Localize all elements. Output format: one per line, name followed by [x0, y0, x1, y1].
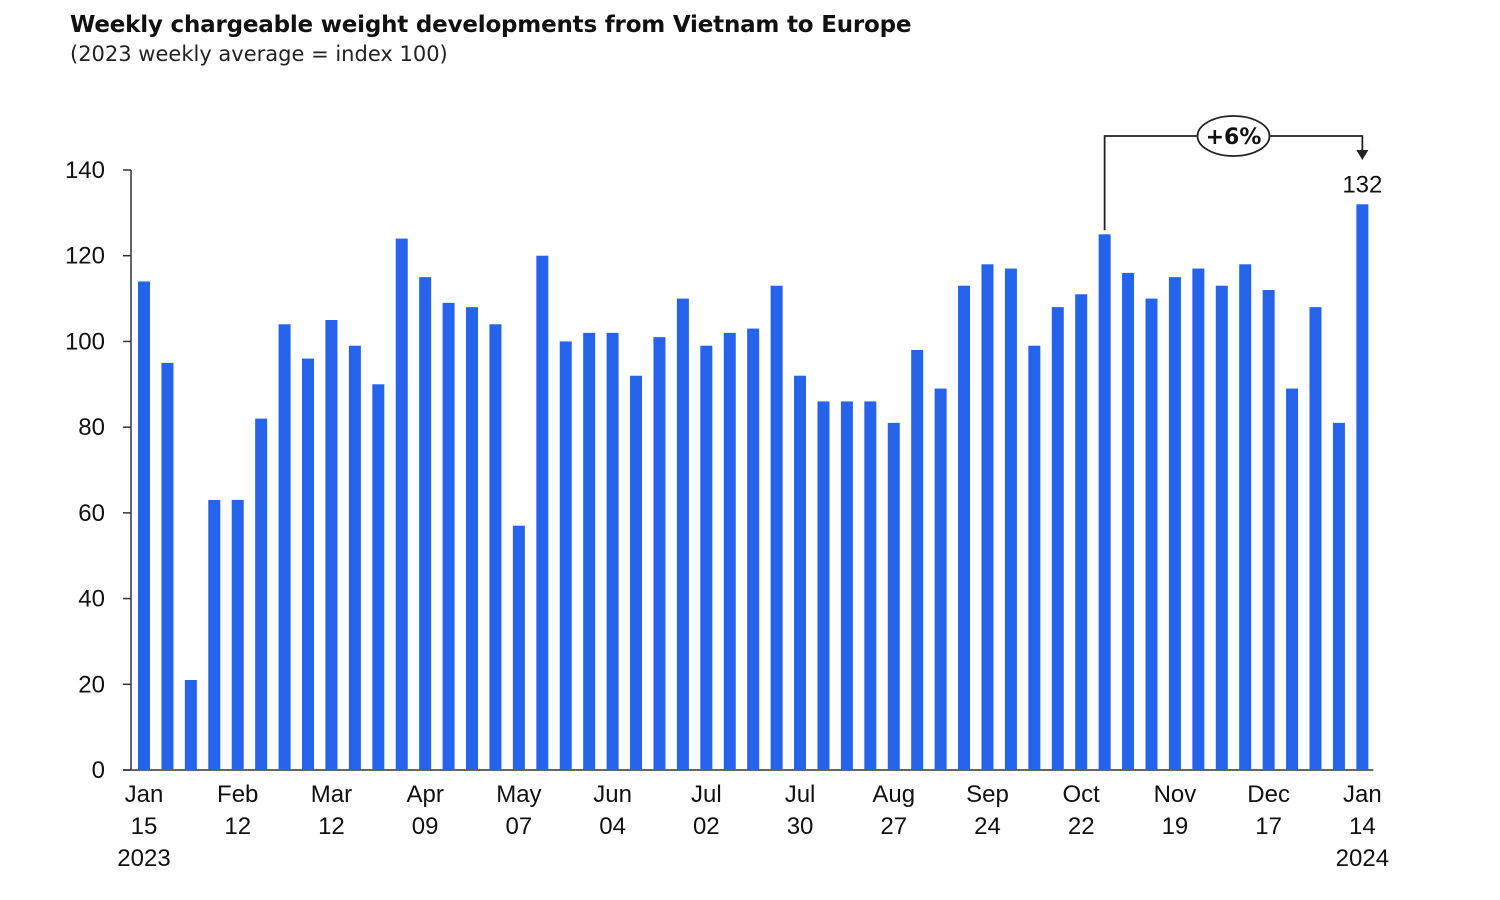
bar: [1309, 307, 1322, 770]
bar: [466, 307, 479, 770]
x-tick-label: 15: [131, 813, 158, 840]
annotation-label: +6%: [1206, 125, 1262, 150]
x-tick-label: Jul: [691, 781, 722, 808]
x-tick-label: 07: [506, 813, 533, 840]
bar: [630, 375, 643, 770]
bar: [559, 341, 572, 770]
y-tick-label: 80: [78, 414, 105, 441]
bar: [325, 320, 338, 770]
bar: [255, 418, 268, 770]
x-tick-label: 14: [1349, 813, 1376, 840]
bar: [208, 500, 221, 770]
bar: [1145, 298, 1158, 770]
chart-title: Weekly chargeable weight developments fr…: [70, 12, 912, 38]
bar: [981, 264, 994, 770]
bar: [676, 298, 689, 770]
bar: [911, 350, 924, 770]
chart-subtitle: (2023 weekly average = index 100): [70, 42, 448, 66]
bar: [583, 332, 596, 770]
bar: [958, 285, 971, 770]
bar: [606, 332, 619, 770]
bar: [1262, 290, 1275, 770]
y-tick-label: 120: [65, 243, 105, 270]
y-tick-label: 20: [78, 671, 105, 698]
bar: [817, 401, 830, 770]
x-tick-label: 17: [1255, 813, 1282, 840]
bar: [419, 277, 432, 770]
bar: [887, 422, 900, 770]
x-tick-label: Jul: [785, 781, 816, 808]
bar: [1332, 422, 1345, 770]
bar: [372, 384, 385, 770]
annotation-arrowhead: [1356, 150, 1369, 160]
x-tick-label: 09: [412, 813, 439, 840]
x-tick-label: 24: [974, 813, 1001, 840]
x-tick-label: 04: [599, 813, 626, 840]
bar: [536, 255, 549, 770]
bar: [489, 324, 502, 770]
x-tick-label: 27: [880, 813, 907, 840]
bar: [1004, 268, 1017, 770]
bar: [395, 238, 408, 771]
x-tick-label: 19: [1162, 813, 1189, 840]
bar: [770, 285, 783, 770]
x-tick-label: 22: [1068, 813, 1095, 840]
bar: [1239, 264, 1252, 770]
bar: [442, 302, 455, 770]
x-tick-label: 12: [224, 813, 251, 840]
y-tick-label: 0: [92, 757, 105, 784]
x-tick-label: 02: [693, 813, 720, 840]
x-tick-label: 2023: [117, 845, 170, 872]
x-tick-label: Dec: [1247, 781, 1290, 808]
bar: [747, 328, 760, 770]
x-tick-label: Feb: [217, 781, 258, 808]
x-tick-label: 12: [318, 813, 345, 840]
bar: [1051, 307, 1064, 770]
bar: [1122, 272, 1135, 770]
y-tick-label: 100: [65, 328, 105, 355]
x-tick-label: Jan: [125, 781, 164, 808]
bar: [723, 332, 736, 770]
data-label: 132: [1342, 171, 1382, 198]
bar: [1286, 388, 1299, 770]
x-tick-label: Mar: [311, 781, 352, 808]
bar: [348, 345, 361, 770]
bar: [864, 401, 877, 770]
x-tick-label: 2024: [1336, 845, 1389, 872]
bar: [700, 345, 713, 770]
bar: [161, 362, 174, 770]
x-tick-label: May: [496, 781, 541, 808]
x-tick-label: Aug: [872, 781, 915, 808]
bar: [794, 375, 807, 770]
bar: [1356, 204, 1369, 771]
y-tick-label: 60: [78, 500, 105, 527]
bar: [1215, 285, 1228, 770]
bar: [278, 324, 291, 770]
x-tick-label: Jan: [1343, 781, 1382, 808]
x-tick-label: Jun: [593, 781, 632, 808]
bar: [1028, 345, 1041, 770]
x-tick-label: 30: [787, 813, 814, 840]
x-tick-label: Apr: [406, 781, 443, 808]
y-tick-label: 140: [65, 157, 105, 184]
y-tick-label: 40: [78, 586, 105, 613]
bar: [1168, 277, 1181, 770]
bar: [1075, 294, 1088, 770]
bar: [231, 500, 244, 770]
bar: [184, 680, 197, 770]
x-tick-label: Nov: [1154, 781, 1197, 808]
bar: [1192, 268, 1205, 770]
bar: [512, 525, 525, 770]
bar: [302, 358, 315, 770]
bar: [138, 281, 150, 770]
x-tick-label: Oct: [1063, 781, 1101, 808]
bar: [934, 388, 947, 770]
annotation-badge: [1196, 115, 1271, 157]
bar: [840, 401, 853, 770]
x-tick-label: Sep: [966, 781, 1009, 808]
bar: [1098, 234, 1111, 771]
bar: [653, 337, 666, 770]
